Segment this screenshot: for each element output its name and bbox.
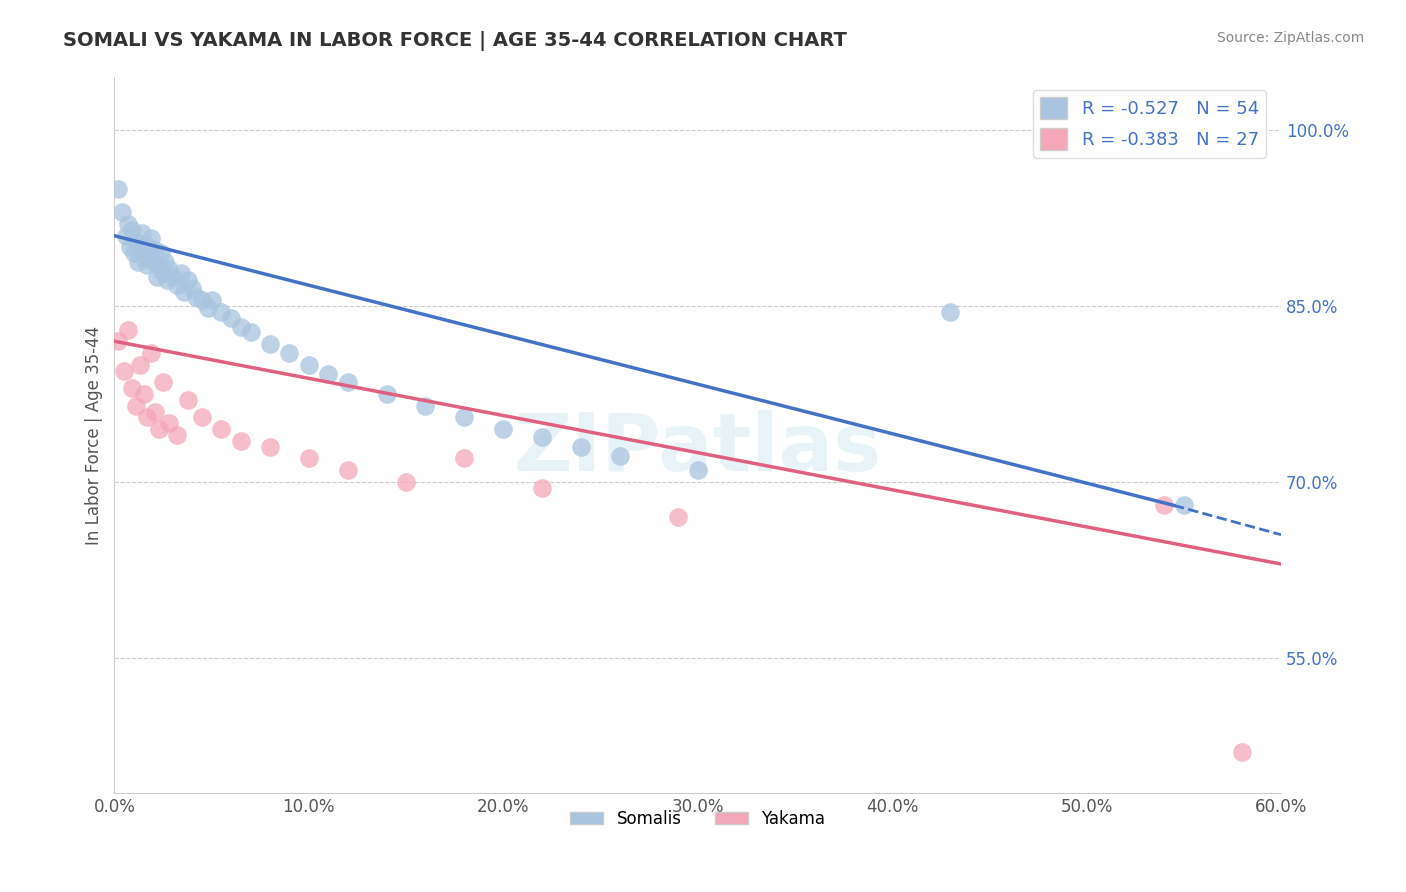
Point [219, 310, 242, 325]
Point [209, 305, 232, 319]
Point [229, 434, 252, 448]
Point [136, 258, 159, 272]
Point [146, 269, 169, 284]
Point [453, 410, 475, 425]
Point [415, 399, 437, 413]
Point [184, 290, 207, 304]
Point [259, 440, 281, 454]
Y-axis label: In Labor Force | Age 35-44: In Labor Force | Age 35-44 [86, 326, 103, 545]
Legend: Somalis, Yakama: Somalis, Yakama [564, 803, 832, 834]
Point [201, 293, 224, 308]
Point [138, 246, 160, 260]
Point [298, 358, 321, 372]
Point [239, 325, 262, 339]
Point [162, 269, 184, 284]
Point [278, 346, 301, 360]
Point [157, 261, 180, 276]
Point [131, 227, 153, 241]
Point [375, 387, 398, 401]
Point [132, 250, 155, 264]
Point [197, 301, 219, 316]
Point [169, 266, 191, 280]
Point [127, 254, 149, 268]
Point [134, 238, 156, 252]
Point [259, 336, 281, 351]
Text: Source: ZipAtlas.com: Source: ZipAtlas.com [1216, 31, 1364, 45]
Text: ZIPatlas: ZIPatlas [513, 410, 882, 488]
Point [136, 410, 159, 425]
Point [148, 258, 170, 272]
Point [125, 235, 148, 249]
Point [142, 254, 165, 268]
Point [150, 246, 173, 260]
Point [111, 205, 134, 219]
Point [166, 277, 188, 292]
Point [152, 266, 174, 280]
Point [181, 281, 204, 295]
Point [143, 243, 166, 257]
Point [395, 475, 418, 489]
Point [118, 240, 141, 254]
Point [1153, 499, 1175, 513]
Point [122, 246, 145, 260]
Point [121, 223, 143, 237]
Point [128, 243, 150, 257]
Point [492, 422, 515, 436]
Point [157, 417, 180, 431]
Point [336, 376, 359, 390]
Point [115, 228, 138, 243]
Point [143, 404, 166, 418]
Point [939, 305, 962, 319]
Point [686, 463, 709, 477]
Point [1173, 499, 1195, 513]
Point [177, 273, 200, 287]
Point [125, 399, 148, 413]
Point [298, 451, 321, 466]
Point [152, 376, 174, 390]
Point [153, 254, 176, 268]
Point [316, 367, 339, 381]
Point [1230, 745, 1253, 759]
Text: SOMALI VS YAKAMA IN LABOR FORCE | AGE 35-44 CORRELATION CHART: SOMALI VS YAKAMA IN LABOR FORCE | AGE 35… [63, 31, 848, 51]
Point [531, 430, 554, 444]
Point [191, 293, 214, 308]
Point [148, 422, 170, 436]
Point [156, 273, 179, 287]
Point [336, 463, 359, 477]
Point [609, 449, 631, 463]
Point [128, 358, 150, 372]
Point [132, 387, 155, 401]
Point [141, 231, 163, 245]
Point [666, 510, 689, 524]
Point [209, 422, 232, 436]
Point [107, 334, 129, 349]
Point [177, 392, 200, 407]
Point [453, 451, 475, 466]
Point [173, 285, 195, 299]
Point [191, 410, 214, 425]
Point [166, 428, 188, 442]
Point [569, 440, 592, 454]
Point [531, 481, 554, 495]
Point [112, 363, 135, 377]
Point [229, 320, 252, 334]
Point [141, 346, 163, 360]
Point [107, 182, 129, 196]
Point [117, 217, 139, 231]
Point [121, 381, 143, 395]
Point [117, 322, 139, 336]
